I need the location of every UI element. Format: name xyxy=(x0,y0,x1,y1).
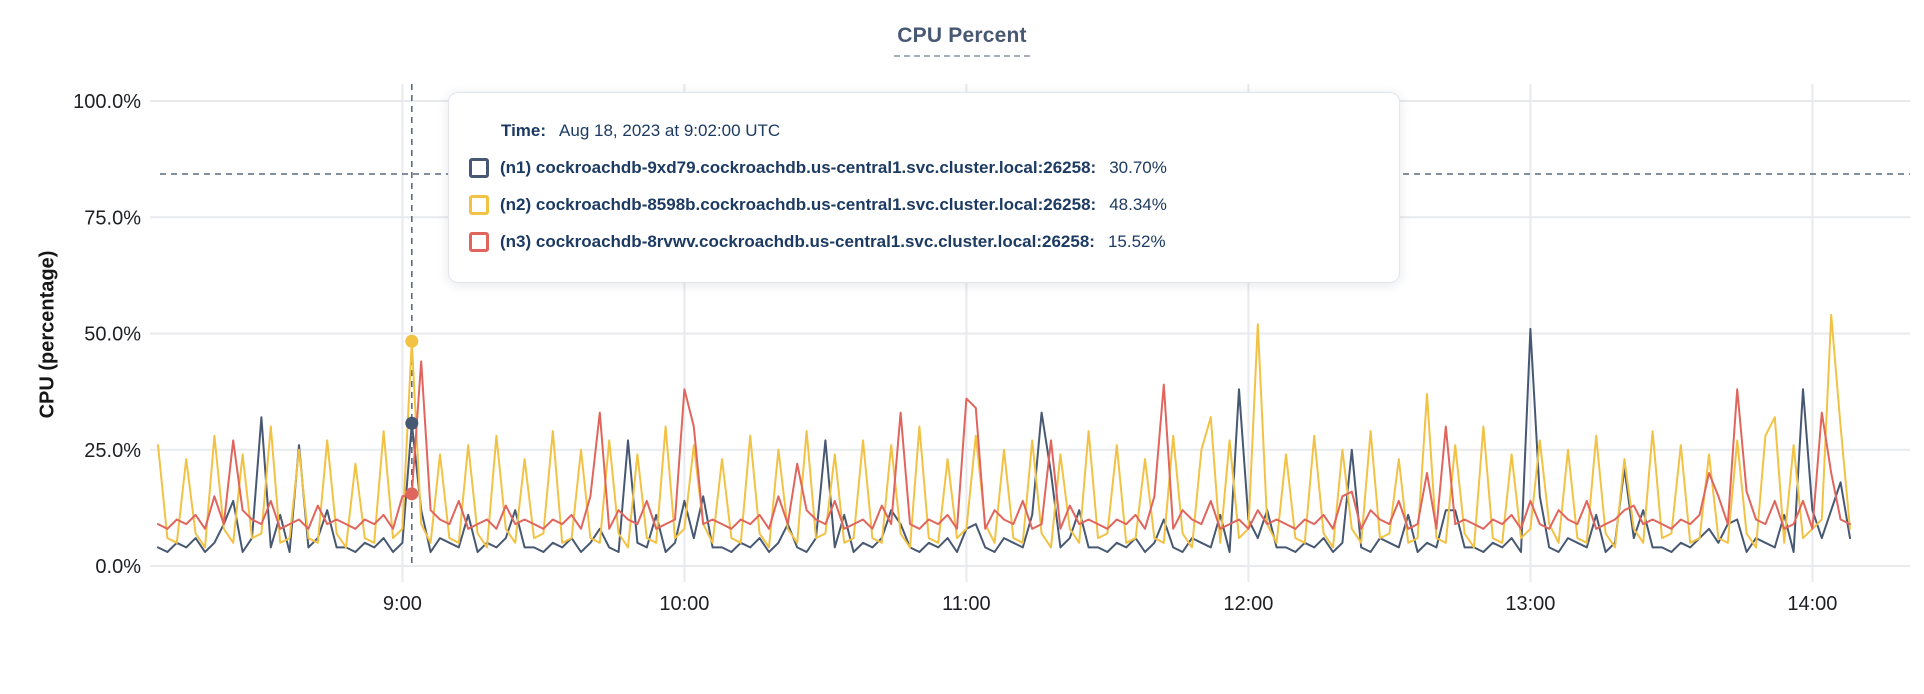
hover-tooltip: Time: Aug 18, 2023 at 9:02:00 UTC (n1) co… xyxy=(448,92,1400,283)
tooltip-n2-value: 48.34% xyxy=(1109,195,1167,214)
hover-dot-n3 xyxy=(405,487,419,501)
y-tick-label-25: 25.0% xyxy=(84,440,141,462)
series-n2-legend-swatch xyxy=(469,195,489,215)
series-n3-legend-swatch xyxy=(469,232,489,252)
chart-title[interactable]: CPU Percent xyxy=(894,24,1030,57)
tooltip-n2-host-label: (n2) cockroachdb-8598b.cockroachdb.us-ce… xyxy=(500,195,1097,214)
x-tick-label-9:00: 9:00 xyxy=(383,593,422,615)
y-tick-label-75: 75.0% xyxy=(84,207,141,229)
hover-dot-n1 xyxy=(405,416,419,430)
tooltip-series-row-n1: (n1) cockroachdb-9xd79.cockroachdb.us-ce… xyxy=(469,158,1371,178)
tooltip-time-value: Aug 18, 2023 at 9:02:00 UTC xyxy=(559,121,781,140)
series-n1-legend-swatch xyxy=(469,158,489,178)
tooltip-series-row-n3: (n3) cockroachdb-8rvwv.cockroachdb.us-ce… xyxy=(469,232,1371,252)
tooltip-n3-value: 15.52% xyxy=(1107,232,1166,251)
x-tick-label-13:00: 13:00 xyxy=(1505,593,1555,615)
hover-dot-n2 xyxy=(405,334,419,348)
tooltip-n1-value: 30.70% xyxy=(1109,158,1167,177)
x-tick-label-12:00: 12:00 xyxy=(1223,593,1273,615)
tooltip-time-label: Time: xyxy=(501,121,547,140)
x-tick-label-10:00: 10:00 xyxy=(659,593,709,615)
y-tick-label-50: 50.0% xyxy=(84,324,141,346)
y-tick-label-100: 100.0% xyxy=(73,91,141,113)
x-tick-label-14:00: 14:00 xyxy=(1787,593,1837,615)
x-tick-label-11:00: 11:00 xyxy=(942,593,991,615)
tooltip-n1-host-label: (n1) cockroachdb-9xd79.cockroachdb.us-ce… xyxy=(500,158,1097,177)
tooltip-series-row-n2: (n2) cockroachdb-8598b.cockroachdb.us-ce… xyxy=(469,195,1371,215)
series-line-n2 xyxy=(157,313,1851,549)
series-line-n3 xyxy=(157,360,1851,530)
series-line-n1 xyxy=(157,327,1851,553)
tooltip-n3-host-label: (n3) cockroachdb-8rvwv.cockroachdb.us-ce… xyxy=(500,232,1095,251)
tooltip-time-row: Time: Aug 18, 2023 at 9:02:00 UTC xyxy=(501,121,1371,141)
chart-header: CPU Percent xyxy=(0,24,1924,57)
chart-plot-area[interactable]: 0.0% 25.0% 50.0% 75.0% 100.0% 9:00 10:00 11:00 1… xyxy=(0,0,1924,660)
y-tick-label-0: 0.0% xyxy=(95,556,141,578)
